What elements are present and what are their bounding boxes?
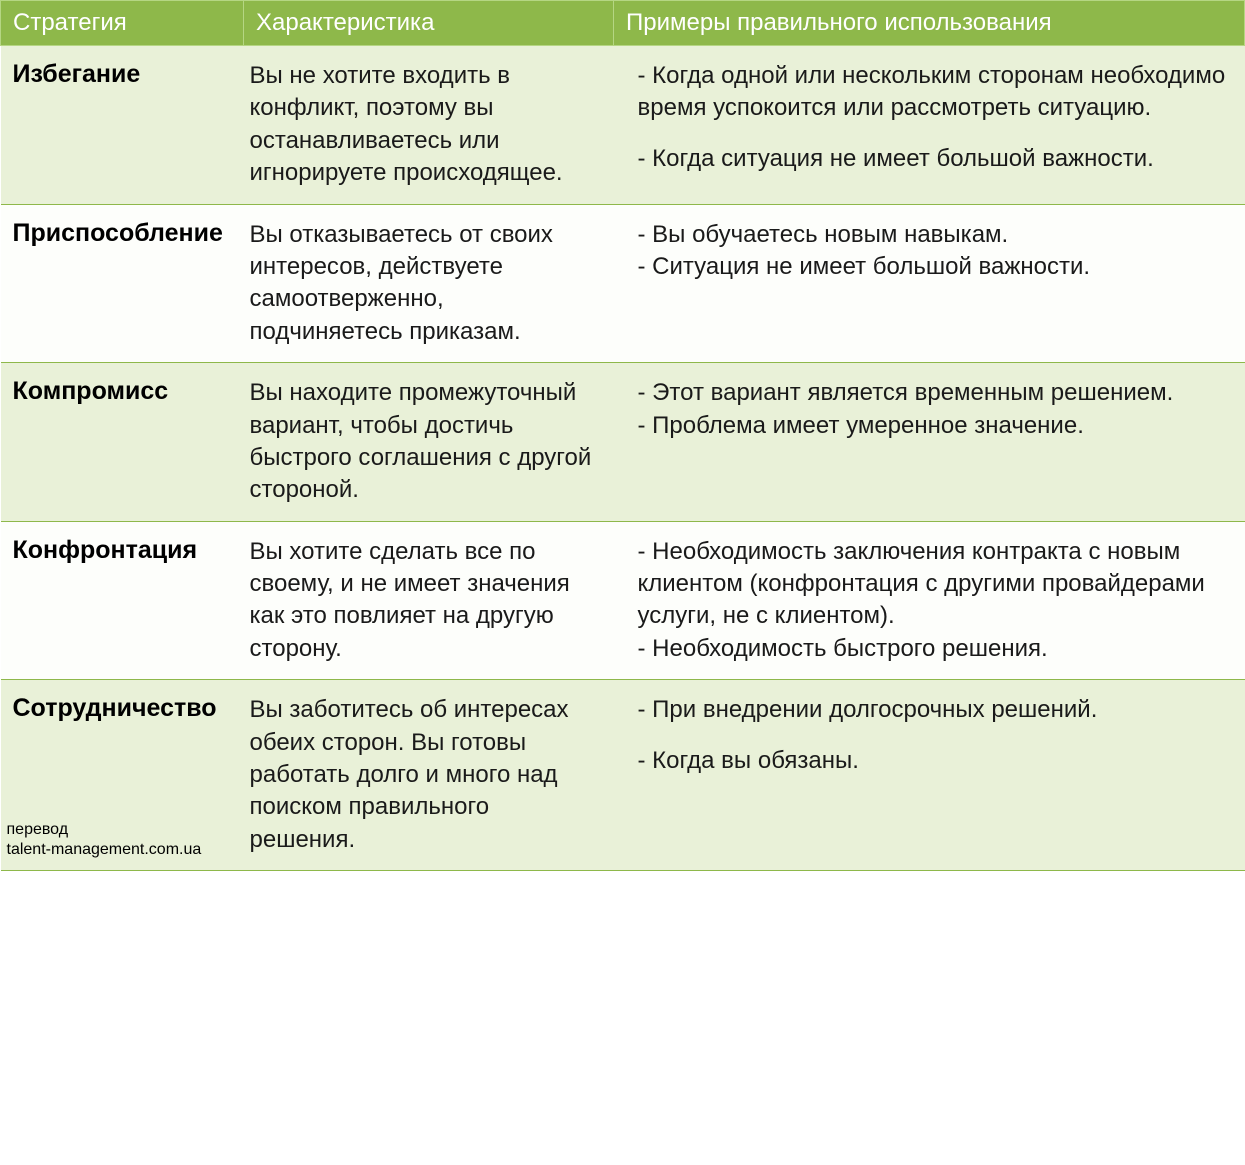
strategy-name: Избегание	[1, 46, 244, 205]
strategy-characteristic: Вы не хотите входить в конфликт, поэтому…	[244, 46, 614, 205]
column-header-examples: Примеры правильного использования	[614, 1, 1245, 46]
table-row: Приспособление Вы отказываетесь от своих…	[1, 204, 1245, 363]
table-row: Конфронтация Вы хотите сделать все по св…	[1, 521, 1245, 680]
strategy-characteristic: Вы находите промежуточный вариант, чтобы…	[244, 363, 614, 522]
strategy-name: Приспособление	[1, 204, 244, 363]
strategy-examples: - При внедрении долгосрочных решений. - …	[614, 680, 1245, 871]
table-row: Компромисс Вы находите промежуточный вар…	[1, 363, 1245, 522]
column-header-characteristic: Характеристика	[244, 1, 614, 46]
example-item: - Когда ситуация не имеет большой важнос…	[638, 143, 1233, 175]
strategy-name: Компромисс	[1, 363, 244, 522]
table-row: Сотрудничество перевод talent-management…	[1, 680, 1245, 871]
example-item: - Когда вы обязаны.	[638, 745, 1233, 777]
column-header-strategy: Стратегия	[1, 1, 244, 46]
strategy-characteristic: Вы хотите сделать все по своему, и не им…	[244, 521, 614, 680]
strategy-examples: - Вы обучаетесь новым навыкам. - Ситуаци…	[614, 204, 1245, 363]
strategy-examples: - Этот вариант является временным решени…	[614, 363, 1245, 522]
strategy-examples: - Когда одной или нескольким сторонам не…	[614, 46, 1245, 205]
example-item: - Этот вариант является временным решени…	[638, 377, 1233, 442]
strategy-name-text: Сотрудничество	[13, 694, 217, 722]
example-item: - При внедрении долгосрочных решений.	[638, 694, 1233, 726]
strategy-characteristic: Вы заботитесь об интересах обеих сторон.…	[244, 680, 614, 871]
example-item: - Необходимость заключения контракта с н…	[638, 536, 1233, 666]
table-header-row: Стратегия Характеристика Примеры правиль…	[1, 1, 1245, 46]
strategy-characteristic: Вы отказываетесь от своих интересов, дей…	[244, 204, 614, 363]
attribution-text: перевод talent-management.com.ua	[7, 820, 202, 860]
strategies-table: Стратегия Характеристика Примеры правиль…	[0, 0, 1245, 871]
example-item: - Вы обучаетесь новым навыкам. - Ситуаци…	[638, 219, 1233, 284]
strategy-name: Конфронтация	[1, 521, 244, 680]
strategy-name: Сотрудничество перевод talent-management…	[1, 680, 244, 871]
example-item: - Когда одной или нескольким сторонам не…	[638, 60, 1233, 125]
strategy-examples: - Необходимость заключения контракта с н…	[614, 521, 1245, 680]
table-row: Избегание Вы не хотите входить в конфлик…	[1, 46, 1245, 205]
